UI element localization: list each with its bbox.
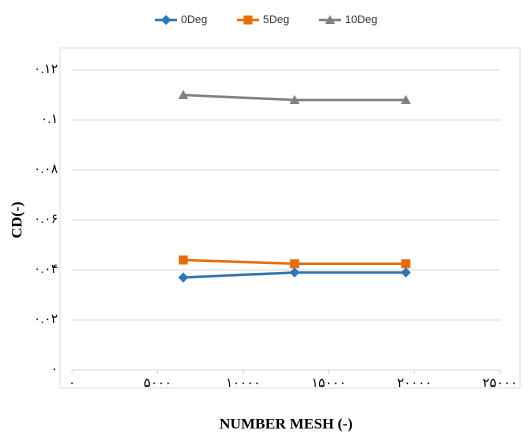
x-tick-label: ١۵٠٠٠ xyxy=(311,375,346,390)
legend-label: 0Deg xyxy=(181,14,207,26)
legend-marker xyxy=(243,15,253,25)
x-tick-label: ١٠٠٠٠ xyxy=(226,375,261,390)
y-tick-label: ٠.٠٢ xyxy=(34,311,58,326)
x-tick-label: ٢۵٠٠٠ xyxy=(483,375,518,390)
y-axis-title: CD(-) xyxy=(9,202,25,239)
y-tick-label: ٠.١ xyxy=(41,111,58,126)
marker xyxy=(178,90,189,99)
x-tick-label: ۵٠٠٠ xyxy=(144,375,172,390)
marker xyxy=(178,272,189,283)
marker xyxy=(290,259,300,269)
legend-marker xyxy=(325,15,335,24)
legend-label: 10Deg xyxy=(345,14,377,26)
marker xyxy=(400,95,411,104)
marker xyxy=(401,259,411,269)
legend-label: 5Deg xyxy=(263,14,289,26)
y-tick-label: ٠.٠۶ xyxy=(34,211,58,226)
x-tick-label: ٠ xyxy=(69,375,76,390)
y-tick-label: ٠.٠۴ xyxy=(34,261,58,276)
y-tick-label: ٠.٠٨ xyxy=(34,161,58,176)
plot-frame xyxy=(59,47,521,389)
x-axis-title: NUMBER MESH (-) xyxy=(219,416,352,432)
y-tick-label: ٠ xyxy=(51,361,58,376)
marker xyxy=(400,267,411,278)
marker xyxy=(289,95,300,104)
marker xyxy=(178,255,188,265)
marker xyxy=(289,267,300,278)
x-tick-label: ٢٠٠٠٠ xyxy=(397,375,432,390)
y-tick-label: ٠.١٢ xyxy=(34,61,58,76)
legend-marker xyxy=(161,15,171,25)
